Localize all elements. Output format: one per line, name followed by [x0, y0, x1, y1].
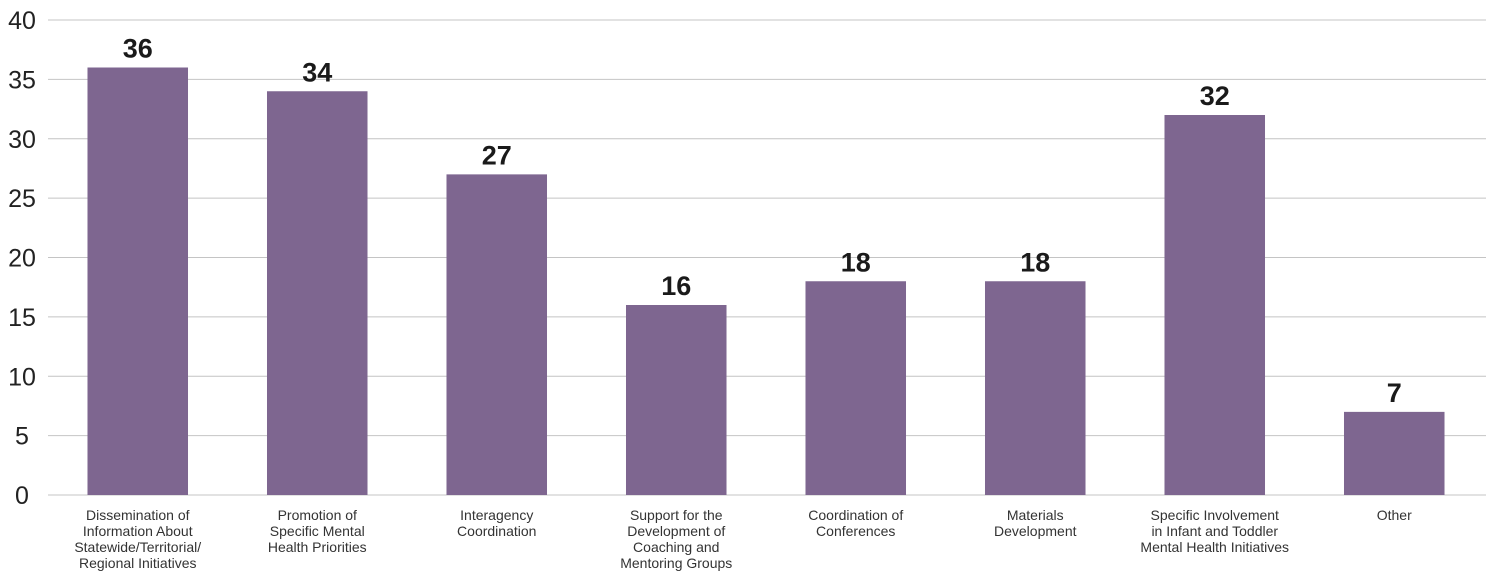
x-tick-label-6: Materials Development [994, 507, 1077, 539]
y-tick-label-10: 10 [8, 363, 36, 391]
y-tick-label-25: 25 [8, 185, 36, 213]
value-label-8: 7 [1387, 378, 1402, 408]
bar-2 [266, 91, 368, 495]
bar-1 [87, 67, 189, 495]
y-tick-label-40: 40 [8, 7, 36, 35]
y-tick-label-15: 15 [8, 304, 36, 332]
gridlines [48, 19, 1486, 496]
x-tick-label-2: Promotion of Specific Mental Health Priori… [268, 507, 367, 555]
x-tick-label-7: Specific Involvement in Infant and Toddle… [1140, 507, 1289, 555]
value-label-2: 34 [302, 57, 332, 87]
x-tick-label-5: Coordination of Conferences [808, 507, 903, 539]
x-tick-label-8: Other [1377, 507, 1412, 523]
x-tick-label-4: Support for the Development of Coaching an… [620, 507, 732, 571]
y-tick-label-35: 35 [8, 66, 36, 94]
y-axis: 0 5 10 15 20 25 30 35 40 [8, 7, 36, 510]
value-label-7: 32 [1200, 81, 1230, 111]
bar-7 [1164, 115, 1266, 495]
bar-3 [446, 174, 548, 495]
y-tick-label-5: 5 [15, 423, 29, 451]
bar-5 [805, 281, 907, 495]
bar-6 [984, 281, 1086, 495]
value-label-6: 18 [1020, 247, 1050, 277]
value-label-1: 36 [123, 34, 153, 64]
value-labels: 36 34 27 16 18 18 32 7 [123, 34, 1402, 408]
x-axis: Dissemination of Information About Statewi… [74, 507, 1412, 571]
bars [87, 67, 1445, 495]
value-label-5: 18 [841, 247, 871, 277]
value-label-3: 27 [482, 140, 512, 170]
x-tick-label-1: Dissemination of Information About Statewi… [74, 507, 201, 571]
bar-4 [625, 305, 727, 495]
y-tick-label-0: 0 [15, 482, 29, 510]
y-tick-label-20: 20 [8, 245, 36, 273]
y-tick-label-30: 30 [8, 126, 36, 154]
value-label-4: 16 [661, 271, 691, 301]
bar-8 [1343, 411, 1445, 495]
x-tick-label-3: Interagency Coordination [457, 507, 536, 539]
